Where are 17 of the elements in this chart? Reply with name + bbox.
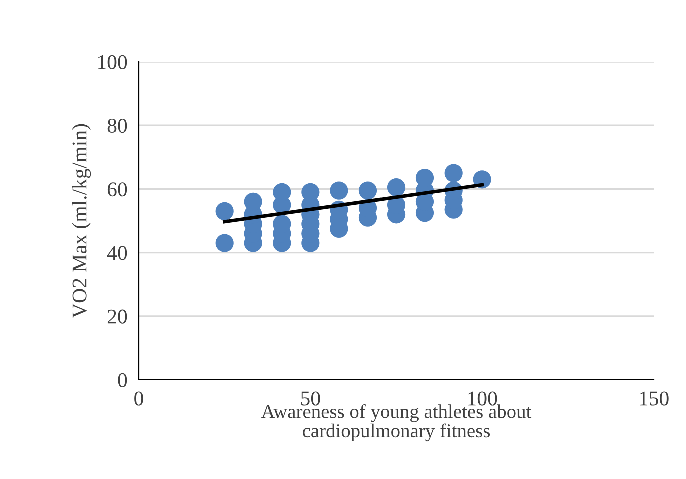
point: [216, 202, 234, 221]
point: [387, 178, 406, 197]
x-tick-label: 0: [134, 392, 144, 406]
y-axis-title: VO2 Max (ml./kg/min): [72, 124, 92, 318]
y-tick-label: 0: [118, 373, 128, 388]
y-tick-label: 80: [108, 118, 128, 134]
y-tick-label: 20: [108, 310, 128, 324]
point: [330, 182, 348, 200]
point: [216, 234, 234, 252]
x-tick-label: 100: [468, 392, 498, 406]
point: [358, 182, 378, 200]
x-tick-label: 150: [640, 392, 669, 406]
point: [444, 164, 463, 182]
x-tick-label: 50: [301, 392, 320, 406]
y-tick-label: 100: [98, 55, 128, 70]
y-tick-label: 60: [108, 182, 128, 197]
y-tick-label: 40: [107, 246, 128, 260]
